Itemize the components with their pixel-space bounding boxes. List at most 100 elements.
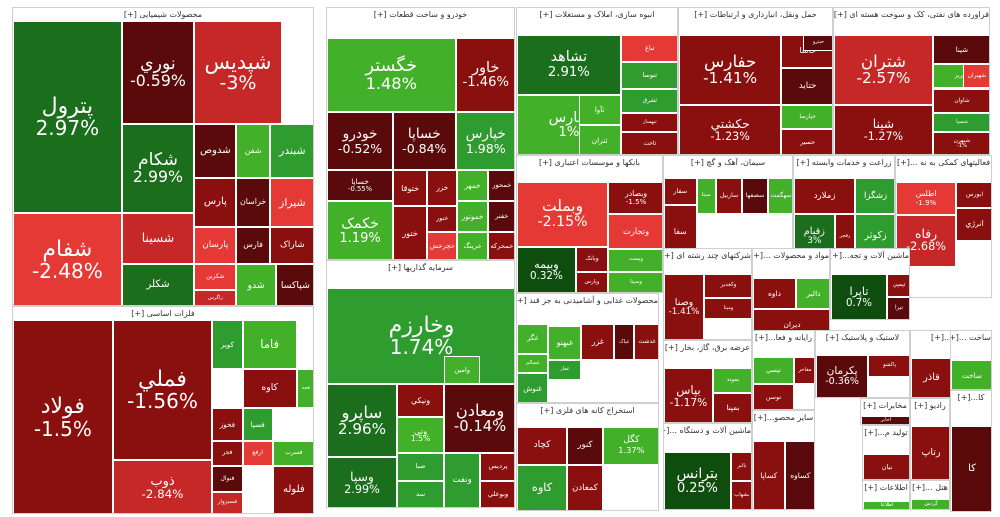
sector-title[interactable]: مخابرات [+] (861, 399, 909, 412)
stock-tile[interactable]: شاراک (269, 226, 313, 265)
stock-tile[interactable]: ارفع (242, 440, 273, 467)
stock-tile[interactable]: ساخت (951, 360, 991, 389)
stock-tile[interactable]: قاذر (911, 357, 952, 397)
sector-title[interactable]: فعالیتهای کمکی به نه ...[+] (896, 156, 991, 169)
sector-title[interactable]: زراعت و خدمات وابسته [+] (794, 156, 894, 169)
stock-tile[interactable]: خنور (427, 205, 458, 233)
sector[interactable]: ساخت ...[+] ساخت (950, 330, 992, 390)
stock-tile[interactable]: حپارسا (781, 104, 832, 129)
stock-tile[interactable]: بترانس 0.25% (664, 451, 731, 509)
stock-tile[interactable]: غسالم (517, 353, 549, 373)
stock-tile[interactable]: خاور -1.46% (455, 37, 514, 113)
stock-tile[interactable]: خمهر (457, 169, 488, 201)
stock-tile[interactable]: خفنر (487, 201, 514, 233)
sector[interactable]: بانکها و موسسات اعتباری [+] وبملت -2.15% وب… (516, 155, 663, 293)
sector-title[interactable]: ماشین آلات و تجه...[+] (831, 249, 909, 262)
stock-tile[interactable]: ثآوا (578, 95, 621, 125)
stock-tile[interactable]: بشهاب (730, 481, 751, 509)
stock-tile[interactable]: خموتور (457, 201, 488, 233)
sector[interactable]: محصولات شیمیایی [+] پترول 2.97% شفام -2.48% ن… (12, 7, 314, 306)
sector-title[interactable]: ساخت ...[+] (951, 331, 991, 344)
stock-tile[interactable]: ونفت (444, 452, 481, 507)
stock-tile[interactable]: سيتا (696, 178, 716, 214)
sector-title[interactable]: حمل ونقل، انبارداری و ارتباطات [+] (679, 8, 832, 21)
stock-tile[interactable]: ساربيل (716, 178, 742, 214)
stock-tile[interactable]: پارسان (194, 226, 237, 265)
stock-tile[interactable]: ثشرق (620, 88, 677, 113)
stock-tile[interactable]: وسينا (608, 271, 662, 292)
sector-title[interactable]: سایر محصو...[+] (753, 411, 814, 424)
stock-tile[interactable]: ثبهساز (620, 112, 677, 132)
stock-tile[interactable]: سد (396, 480, 445, 507)
stock-tile[interactable]: خراسان (236, 178, 270, 227)
stock-tile[interactable]: ونيکي (396, 384, 445, 418)
stock-tile[interactable]: کمعادن (567, 464, 603, 510)
stock-tile[interactable]: وپست (608, 249, 662, 272)
stock-tile[interactable]: فارس (236, 226, 270, 265)
stock-tile[interactable]: وتي 1.5% (396, 417, 445, 453)
sector[interactable]: شرکتهای چند رشته ای [+] وکغدير ومپنا وصنا -1… (663, 248, 752, 340)
sector[interactable]: هتل ...[+] گردش (910, 480, 950, 510)
sector-title[interactable]: شرکتهای چند رشته ای [+] (664, 249, 751, 262)
stock-tile[interactable]: ثتران (578, 124, 621, 154)
stock-tile[interactable]: شسينا (121, 212, 195, 265)
stock-tile[interactable]: صبا (396, 452, 445, 481)
stock-tile[interactable]: رتاپ (911, 425, 949, 479)
stock-tile[interactable]: اطلس -1.9% (896, 182, 957, 215)
stock-tile[interactable]: شبهرن -1% (932, 131, 989, 154)
stock-tile[interactable]: داوه (753, 277, 796, 310)
sector[interactable]: رادیو [+] رتاپ (910, 398, 950, 480)
stock-tile[interactable]: وبيمه 0.32% (517, 246, 576, 292)
stock-tile[interactable]: وصنا -1.41% (664, 273, 705, 339)
sector[interactable]: رایانه و فعا...[+] تيسي توسن مفاخر (752, 330, 815, 410)
sector[interactable]: اطلاعات [+] اطلاعا (862, 480, 910, 510)
sector-title[interactable]: سیمان، آهک و گچ [+] (664, 156, 792, 169)
sector[interactable]: فراورده های نفتی، کک و سوخت هسته ای [+] ش… (833, 7, 990, 155)
sector-title[interactable]: انبوه سازی، املاک و مستغلات [+] (517, 8, 677, 21)
stock-tile[interactable]: ذوب -2.84% (112, 460, 213, 513)
stock-tile[interactable]: حكشتي -1.23% (679, 104, 782, 154)
stock-tile[interactable]: غفار (548, 360, 582, 380)
stock-tile[interactable]: شکام 2.99% (121, 123, 195, 213)
stock-tile[interactable]: کوير (212, 320, 243, 369)
stock-tile[interactable]: بمپنا (712, 392, 751, 422)
stock-tile[interactable]: مفاخر (793, 357, 814, 385)
sector[interactable]: مواد و محصولات ...[+] داوه دالبر ديران (752, 248, 830, 340)
stock-tile[interactable]: ختوقا (393, 169, 428, 206)
stock-tile[interactable]: سهگمت (768, 178, 792, 214)
stock-tile[interactable]: فسبزوار (212, 491, 243, 513)
sector[interactable]: ماشین آلات و دستگاه ...[+] بترانس 0.25% بال… (663, 423, 752, 510)
stock-tile[interactable]: تپمپي (887, 273, 909, 298)
stock-tile[interactable]: حپترو (803, 34, 832, 51)
stock-tile[interactable]: تشاهد 2.91% (517, 34, 621, 96)
sector-title[interactable]: اطلاعات [+] (863, 481, 909, 494)
stock-tile[interactable]: شينا -1.27% (834, 104, 933, 154)
stock-tile[interactable]: کساپا (753, 441, 785, 509)
sector[interactable]: لاستیک و پلاستیک [+] پکرمان -0.36% پاکشو (815, 330, 910, 398)
stock-tile[interactable]: پرديس (480, 452, 514, 481)
stock-tile[interactable]: غزر (581, 324, 615, 361)
sector-title[interactable]: بانکها و موسسات اعتباری [+] (517, 156, 662, 169)
sector-title[interactable]: رایانه و فعا...[+] (753, 331, 814, 344)
sector[interactable]: انبوه سازی، املاک و مستغلات [+] تشاهد 2.91… (516, 7, 678, 155)
stock-tile[interactable]: فخوز (212, 407, 243, 441)
sector-title[interactable]: سرمایه گذاریها [+] (327, 261, 514, 274)
stock-tile[interactable]: پارس (194, 178, 237, 227)
stock-tile[interactable]: زشگزا (855, 178, 894, 214)
stock-tile[interactable]: پکرمان -0.36% (816, 355, 869, 397)
sector[interactable]: تولید م...[+] نيان (862, 425, 910, 480)
stock-tile[interactable]: ثباغ (620, 34, 677, 62)
stock-tile[interactable]: نوري -0.59% (121, 21, 195, 124)
stock-tile[interactable]: شهبران (962, 64, 989, 89)
stock-tile[interactable]: ابورس (956, 182, 991, 208)
sector-title[interactable]: رادیو [+] (911, 399, 949, 412)
sector[interactable]: کا...[+] کا (950, 390, 992, 512)
stock-tile[interactable]: فسپا (242, 407, 273, 441)
stock-tile[interactable]: اخابر (861, 416, 909, 424)
stock-tile[interactable]: اطلاعا (863, 500, 909, 509)
stock-tile[interactable]: کچاد (517, 426, 568, 465)
stock-tile[interactable]: تيسي (753, 357, 794, 385)
stock-tile[interactable]: رفاه -2.68% (896, 214, 957, 267)
sector[interactable]: محصولات غذایی و آشامیدنی به جز قند [+] غگ… (516, 293, 659, 403)
stock-tile[interactable]: حفارس -1.41% (679, 34, 782, 105)
